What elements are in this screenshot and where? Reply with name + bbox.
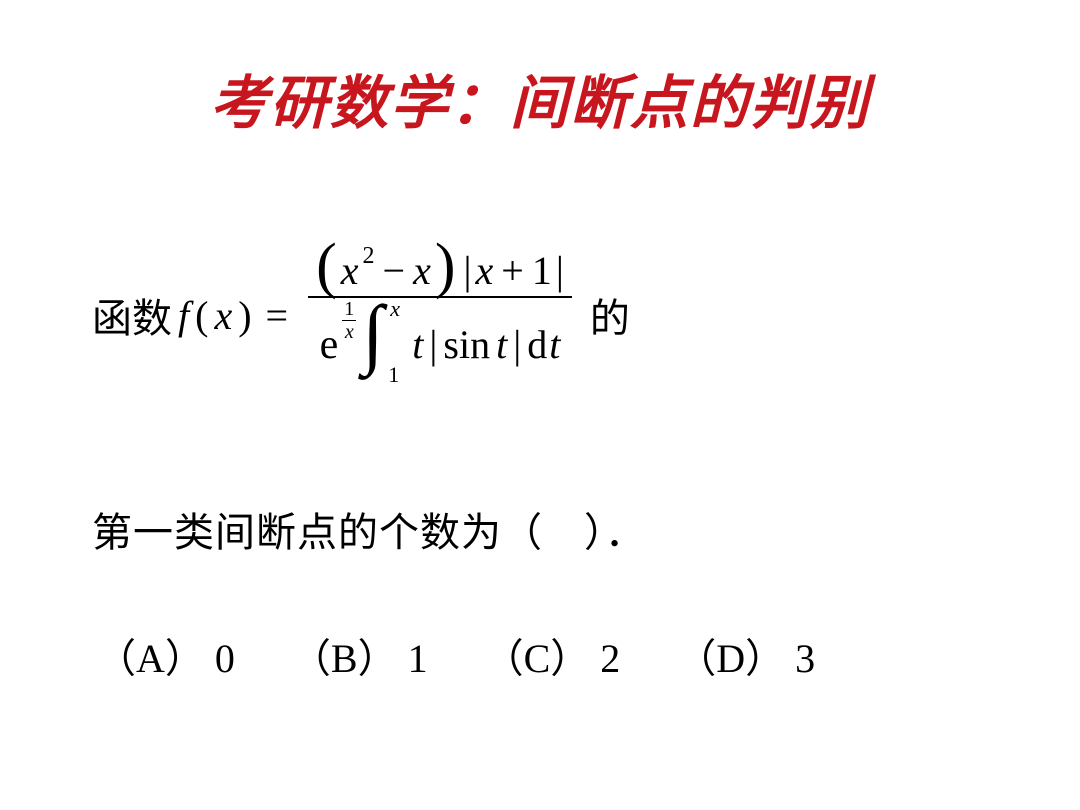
open-paren: (	[195, 292, 208, 339]
abs-close-2: |	[513, 321, 521, 368]
function-line: 函数 f ( x ) = ( x 2 − x ) | x + 1 |	[92, 200, 992, 430]
opt-b-val: 1	[408, 636, 428, 681]
den-e: e	[320, 321, 339, 369]
option-b[interactable]: （B）1	[291, 626, 428, 684]
rparen: )	[435, 248, 456, 285]
num-x2: x	[413, 247, 431, 294]
den-d: d	[527, 321, 547, 368]
opt-d-val: 3	[795, 636, 815, 681]
opt-b-label: B	[331, 636, 358, 681]
opt-c-val: 2	[600, 636, 620, 681]
den-sin: sin	[443, 321, 490, 368]
den-dt: t	[549, 321, 560, 368]
num-one: 1	[532, 247, 552, 294]
abs-open-1: |	[464, 247, 472, 294]
abs-close-1: |	[556, 247, 564, 294]
int-lower: 1	[388, 362, 399, 388]
main-fraction: ( x 2 − x ) | x + 1 | e 1	[308, 245, 572, 386]
option-d[interactable]: （D）3	[676, 626, 815, 684]
opt-d-label: D	[716, 636, 745, 681]
numerator-inner: ( x 2 − x ) | x + 1 |	[316, 247, 564, 294]
integral-sign: ∫ x 1	[364, 310, 404, 380]
close-paren: )	[238, 292, 251, 339]
option-a[interactable]: （A）0	[96, 626, 235, 684]
den-t: t	[412, 321, 423, 368]
num-minus: −	[383, 247, 406, 294]
e-exponent-frac: 1 x	[342, 299, 356, 342]
fx-var: x	[214, 292, 232, 339]
fx-f: f	[178, 292, 189, 339]
denom-inner: e 1 x ∫ x 1 t | sin t |	[320, 300, 561, 384]
int-upper: x	[390, 296, 400, 322]
prefix-text: 函数	[92, 286, 172, 344]
int-symbol: ∫	[362, 298, 383, 368]
numerator: ( x 2 − x ) | x + 1 |	[308, 245, 572, 296]
opt-a-val: 0	[215, 636, 235, 681]
option-c[interactable]: （C）2	[484, 626, 621, 684]
equals: =	[266, 292, 289, 339]
abs-open-2: |	[429, 321, 437, 368]
efrac-den: x	[345, 322, 354, 342]
problem-block: 函数 f ( x ) = ( x 2 − x ) | x + 1 |	[92, 200, 992, 684]
denominator: e 1 x ∫ x 1 t | sin t |	[312, 298, 569, 386]
lparen: (	[316, 248, 337, 285]
page-title: 考研数学：间断点的判别	[0, 56, 1080, 140]
num-exp: 2	[363, 243, 375, 270]
opt-a-label: A	[136, 636, 165, 681]
options-row: （A）0 （B）1 （C）2 （D）3	[92, 626, 992, 684]
question-line: 第一类间断点的个数为（ ）．	[92, 500, 992, 558]
efrac-num: 1	[344, 299, 354, 319]
opt-c-label: C	[524, 636, 551, 681]
num-plus: +	[501, 247, 524, 294]
den-sin-arg: t	[496, 321, 507, 368]
num-x3: x	[476, 247, 494, 294]
num-x1: x	[341, 247, 359, 294]
suffix-text: 的	[590, 286, 630, 344]
